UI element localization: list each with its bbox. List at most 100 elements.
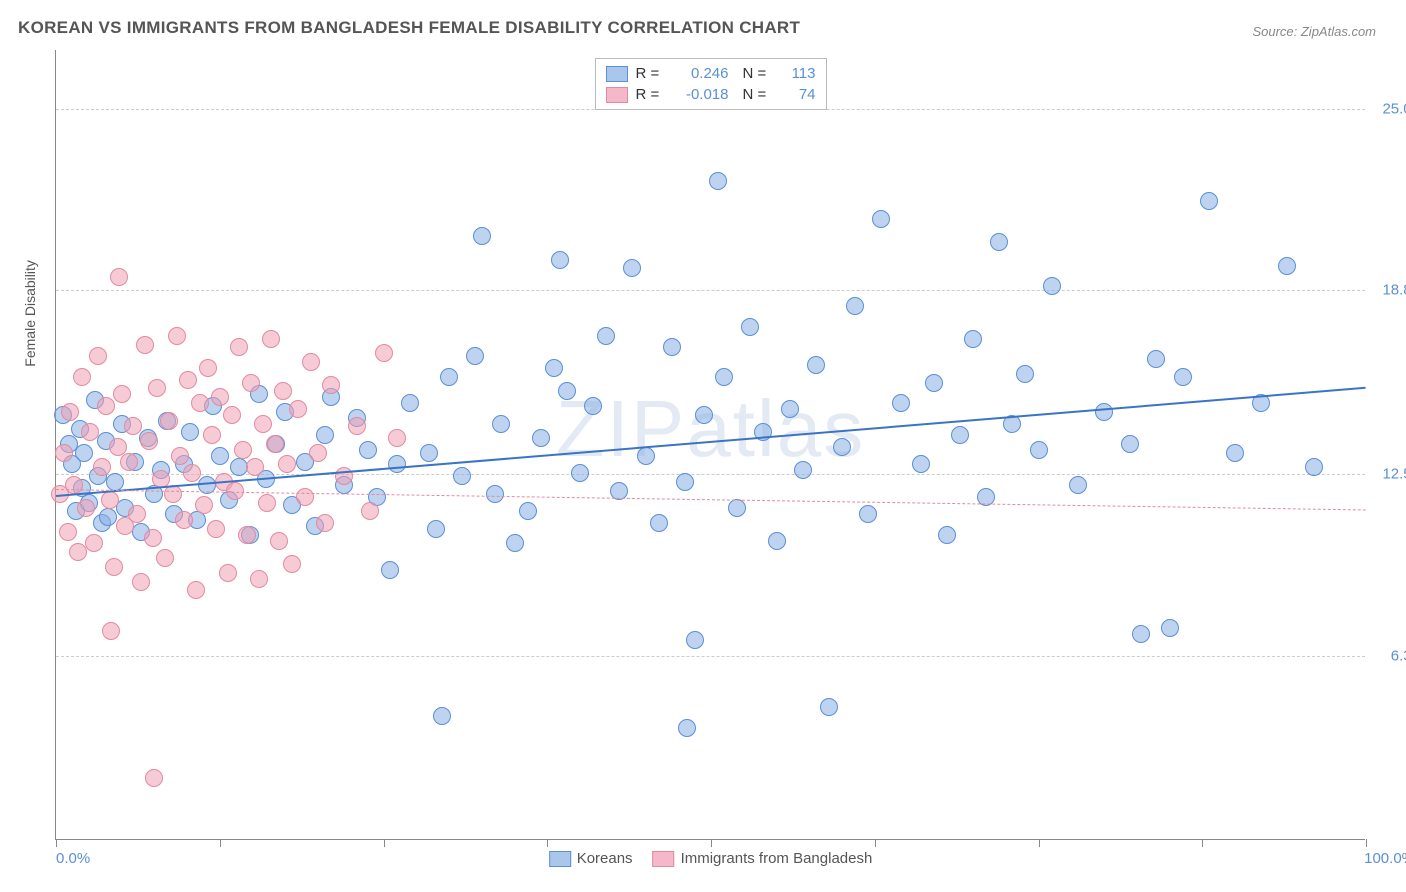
data-point	[75, 444, 93, 462]
data-point	[211, 388, 229, 406]
watermark: ZIPatlas	[556, 383, 865, 475]
legend-row: R =-0.018N =74	[606, 84, 816, 105]
data-point	[85, 534, 103, 552]
data-point	[545, 359, 563, 377]
data-point	[473, 227, 491, 245]
data-point	[124, 417, 142, 435]
data-point	[486, 485, 504, 503]
data-point	[1147, 350, 1165, 368]
data-point	[187, 581, 205, 599]
gridline	[56, 656, 1365, 657]
data-point	[846, 297, 864, 315]
data-point	[283, 555, 301, 573]
legend-swatch	[606, 66, 628, 82]
data-point	[234, 441, 252, 459]
x-tick	[547, 839, 548, 847]
data-point	[309, 444, 327, 462]
data-point	[77, 499, 95, 517]
data-point	[203, 426, 221, 444]
y-tick-label: 18.8%	[1370, 281, 1406, 298]
data-point	[695, 406, 713, 424]
data-point	[106, 473, 124, 491]
y-tick-label: 6.3%	[1370, 647, 1406, 664]
data-point	[316, 426, 334, 444]
data-point	[93, 458, 111, 476]
data-point	[1069, 476, 1087, 494]
data-point	[102, 622, 120, 640]
data-point	[1016, 365, 1034, 383]
data-point	[348, 417, 366, 435]
data-point	[61, 403, 79, 421]
data-point	[316, 514, 334, 532]
data-point	[171, 447, 189, 465]
data-point	[728, 499, 746, 517]
data-point	[859, 505, 877, 523]
data-point	[289, 400, 307, 418]
data-point	[1200, 192, 1218, 210]
x-tick	[875, 839, 876, 847]
legend-series: KoreansImmigrants from Bangladesh	[549, 850, 873, 867]
data-point	[781, 400, 799, 418]
data-point	[110, 268, 128, 286]
legend-row: R =0.246N =113	[606, 63, 816, 84]
legend-r-value: 0.246	[674, 65, 729, 82]
data-point	[663, 338, 681, 356]
data-point	[912, 455, 930, 473]
legend-r-value: -0.018	[674, 86, 729, 103]
data-point	[140, 432, 158, 450]
data-point	[388, 429, 406, 447]
data-point	[709, 172, 727, 190]
data-point	[440, 368, 458, 386]
data-point	[195, 496, 213, 514]
data-point	[794, 461, 812, 479]
data-point	[492, 415, 510, 433]
data-point	[990, 233, 1008, 251]
data-point	[219, 564, 237, 582]
data-point	[73, 368, 91, 386]
legend-label: Koreans	[577, 850, 633, 867]
data-point	[361, 502, 379, 520]
data-point	[59, 523, 77, 541]
legend-n-value: 74	[781, 86, 816, 103]
plot-area: ZIPatlas 6.3%12.5%18.8%25.0% R =0.246N =…	[55, 50, 1365, 840]
data-point	[820, 698, 838, 716]
data-point	[571, 464, 589, 482]
x-tick	[1202, 839, 1203, 847]
data-point	[258, 494, 276, 512]
data-point	[254, 415, 272, 433]
data-point	[506, 534, 524, 552]
data-point	[1278, 257, 1296, 275]
data-point	[532, 429, 550, 447]
data-point	[597, 327, 615, 345]
legend-n-label: N =	[743, 65, 773, 82]
data-point	[302, 353, 320, 371]
data-point	[833, 438, 851, 456]
x-tick	[220, 839, 221, 847]
data-point	[623, 259, 641, 277]
data-point	[584, 397, 602, 415]
data-point	[1174, 368, 1192, 386]
data-point	[388, 455, 406, 473]
data-point	[246, 458, 264, 476]
data-point	[262, 330, 280, 348]
data-point	[938, 526, 956, 544]
data-point	[191, 394, 209, 412]
x-tick	[56, 839, 57, 847]
data-point	[132, 573, 150, 591]
data-point	[1226, 444, 1244, 462]
legend-item: Koreans	[549, 850, 633, 867]
data-point	[230, 338, 248, 356]
x-axis-min-label: 0.0%	[56, 850, 90, 867]
data-point	[637, 447, 655, 465]
trend-line	[56, 386, 1366, 496]
legend-swatch	[549, 851, 571, 867]
data-point	[156, 549, 174, 567]
x-tick	[1366, 839, 1367, 847]
data-point	[453, 467, 471, 485]
data-point	[1132, 625, 1150, 643]
data-point	[401, 394, 419, 412]
legend-correlation: R =0.246N =113R =-0.018N =74	[595, 58, 827, 110]
data-point	[1043, 277, 1061, 295]
data-point	[741, 318, 759, 336]
data-point	[1305, 458, 1323, 476]
